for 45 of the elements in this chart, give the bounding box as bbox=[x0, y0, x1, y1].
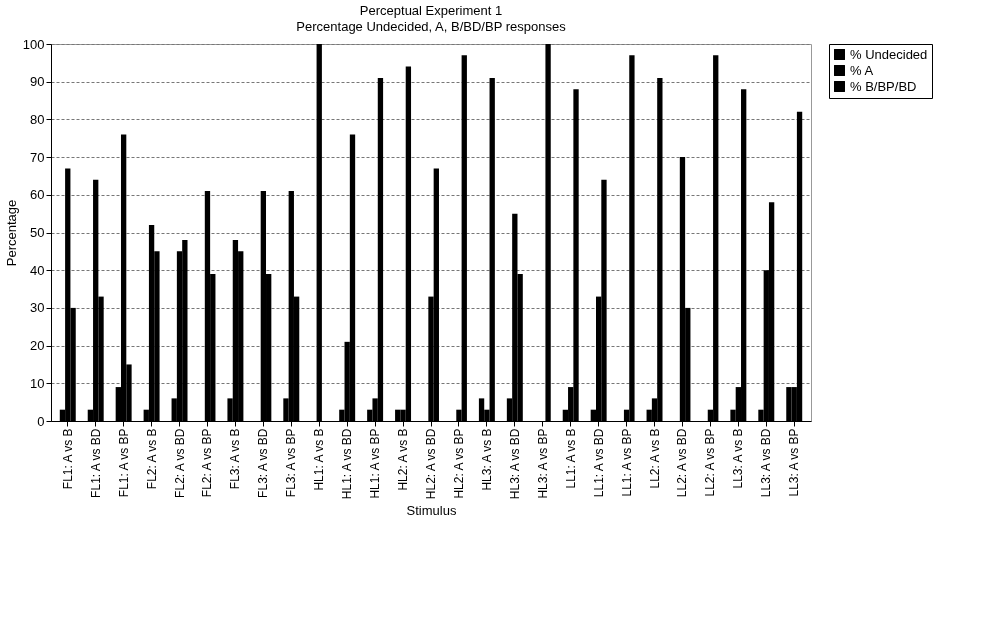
x-tick-label: LL3: A vs BD bbox=[759, 428, 774, 498]
x-tick-label: FL2: A vs BP bbox=[200, 428, 215, 498]
x-axis-title: Stimulus bbox=[406, 502, 457, 518]
y-tick-label: 40 bbox=[30, 262, 45, 278]
y-tick-label: 100 bbox=[22, 36, 45, 52]
x-tick-label: HL2: A vs BD bbox=[424, 428, 438, 500]
x-tick-label: HL2: A vs B bbox=[396, 428, 411, 491]
chart-subtitle: Percentage Undecided, A, B/BD/BP responses bbox=[296, 19, 567, 34]
x-tick-label: LL2: A vs BD bbox=[675, 428, 690, 498]
x-tick-label: LL3: A vs B bbox=[731, 428, 746, 489]
legend-label: % B/BP/BD bbox=[850, 78, 917, 94]
x-tick-label: HL3: A vs BD bbox=[507, 428, 522, 500]
x-tick-label: LL1: A vs BP bbox=[619, 428, 634, 497]
x-tick-label: LL1: A vs B bbox=[563, 428, 578, 489]
legend-label: % A bbox=[850, 62, 874, 78]
x-tick-label: HL1: A vs BD bbox=[340, 428, 355, 500]
y-tick-label: 90 bbox=[30, 74, 45, 90]
y-tick-label: 70 bbox=[30, 149, 45, 165]
x-tick-label: LL2: A vs B bbox=[647, 428, 662, 489]
x-tick-label: HL1: A vs BP bbox=[368, 428, 383, 499]
legend-label: % Undecided bbox=[850, 46, 928, 62]
x-tick-label: LL2: A vs BP bbox=[703, 428, 718, 497]
x-tick-label: FL3: A vs B bbox=[228, 428, 243, 490]
x-tick-label: FL1: A vs B bbox=[60, 428, 75, 490]
y-tick-label: 30 bbox=[30, 300, 45, 316]
y-tick-label: 80 bbox=[30, 111, 45, 127]
x-tick-label: FL2: A vs BD bbox=[172, 428, 187, 498]
x-tick-label: FL3: A vs BP bbox=[284, 428, 299, 498]
x-tick-label: HL3: A vs BP bbox=[535, 428, 550, 499]
x-tick-label: FL1: A vs BP bbox=[116, 428, 131, 498]
y-axis-title: Percentage bbox=[3, 199, 19, 267]
y-tick-label: 20 bbox=[30, 338, 45, 354]
x-tick-label: LL3: A vs BP bbox=[787, 428, 802, 497]
x-tick-label: HL2: A vs BP bbox=[451, 428, 466, 499]
x-tick-label: FL3: A vs BD bbox=[256, 428, 271, 498]
y-tick-label: 10 bbox=[30, 375, 45, 391]
x-tick-label: HL1: A vs B bbox=[312, 428, 327, 491]
y-tick-label: 60 bbox=[30, 187, 45, 203]
y-tick-label: 0 bbox=[37, 413, 45, 429]
x-tick-label: LL1: A vs BD bbox=[591, 428, 606, 498]
chart-title: Perceptual Experiment 1 bbox=[359, 3, 503, 18]
x-tick-label: HL3: A vs B bbox=[479, 428, 494, 491]
x-tick-label: FL1: A vs BD bbox=[88, 428, 103, 498]
x-tick-label: FL2: A vs B bbox=[144, 428, 159, 490]
y-tick-label: 50 bbox=[30, 225, 45, 240]
